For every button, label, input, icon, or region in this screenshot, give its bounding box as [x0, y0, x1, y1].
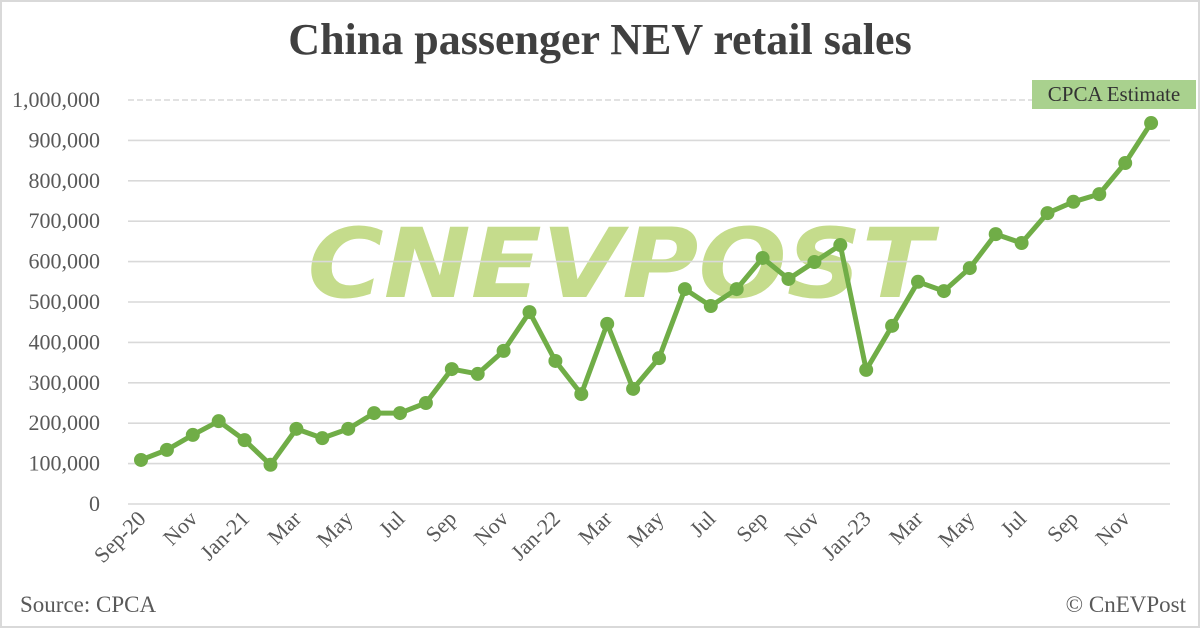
- data-point-marker: [652, 351, 666, 366]
- data-point-marker: [729, 282, 744, 297]
- source-label: Source: CPCA: [20, 592, 157, 617]
- data-point-marker: [962, 261, 977, 276]
- data-point-marker: [574, 387, 589, 402]
- x-tick-label: Jul: [374, 506, 410, 542]
- data-point-marker: [807, 255, 822, 270]
- data-point-marker: [367, 406, 382, 421]
- x-tick-label: Sep: [1042, 506, 1083, 547]
- y-tick-label: 100,000: [29, 451, 101, 476]
- x-tick-label: Nov: [1090, 506, 1134, 550]
- x-tick-label: Jan-22: [506, 506, 565, 565]
- data-point-marker: [1092, 187, 1107, 202]
- x-tick-label: Sep: [731, 506, 772, 547]
- data-point-marker: [341, 421, 356, 436]
- data-point-marker: [289, 421, 304, 436]
- y-axis-labels: 0 100,000 200,000 300,000 400,000 500,000 600,…: [12, 87, 100, 516]
- x-tick-label: May: [312, 506, 358, 552]
- data-point-marker: [393, 406, 407, 421]
- gridlines: [128, 99, 1170, 505]
- x-tick-label: May: [933, 506, 979, 552]
- data-point-marker: [444, 362, 459, 377]
- data-point-marker: [703, 299, 718, 314]
- data-point-marker: [522, 305, 537, 320]
- data-point-marker: [911, 274, 925, 289]
- y-tick-label: 900,000: [29, 127, 101, 152]
- series-line: [140, 121, 1154, 468]
- data-point-marker: [237, 433, 252, 448]
- data-point-marker: [626, 381, 641, 396]
- data-point-marker: [1066, 194, 1081, 209]
- data-point-marker: [885, 318, 900, 333]
- y-tick-label: 800,000: [29, 168, 101, 193]
- data-point-marker: [677, 282, 692, 297]
- y-tick-label: 700,000: [29, 208, 101, 233]
- data-point-marker: [470, 366, 485, 381]
- data-point-marker: [859, 362, 874, 377]
- y-tick-label: 600,000: [29, 249, 101, 274]
- data-point-marker: [211, 414, 226, 429]
- x-tick-label: Nov: [779, 506, 823, 550]
- data-point-marker: [1144, 116, 1159, 131]
- y-tick-label: 500,000: [29, 289, 101, 314]
- data-point-marker: [1014, 236, 1029, 251]
- x-tick-label: Sep: [420, 506, 461, 547]
- data-point-marker: [418, 396, 433, 410]
- data-point-marker: [263, 457, 278, 472]
- x-tick-label: Nov: [158, 506, 202, 550]
- y-tick-label: 1,000,000: [12, 87, 100, 112]
- y-tick-label: 200,000: [29, 410, 101, 435]
- x-tick-label: Jan-23: [817, 506, 876, 565]
- data-point-marker: [185, 427, 200, 442]
- data-point-marker: [134, 452, 148, 467]
- y-tick-label: 400,000: [29, 329, 101, 354]
- data-point-marker: [781, 271, 796, 286]
- copyright-label: © CnEVPost: [1065, 592, 1186, 617]
- x-tick-label: Mar: [884, 505, 928, 549]
- x-tick-label: Jul: [684, 506, 720, 542]
- data-point-marker: [548, 353, 563, 368]
- data-point-marker: [755, 250, 770, 265]
- data-point-marker: [159, 442, 174, 457]
- data-point-marker: [600, 316, 615, 331]
- x-tick-label: May: [622, 506, 668, 552]
- data-point-marker: [1040, 206, 1055, 221]
- y-tick-label: 300,000: [29, 370, 101, 395]
- cpca-estimate-label: CPCA Estimate: [1032, 80, 1196, 109]
- x-tick-label: Jul: [995, 506, 1031, 542]
- x-tick-label: Mar: [262, 505, 306, 549]
- x-tick-label: Nov: [469, 506, 513, 550]
- data-point-marker: [315, 431, 330, 446]
- data-point-marker: [833, 238, 848, 253]
- x-tick-label: Mar: [573, 505, 617, 549]
- y-tick-label: 0: [89, 491, 100, 516]
- x-tick-label: Jan-21: [195, 506, 254, 565]
- data-point-marker: [988, 227, 1003, 242]
- series-nev-retail-sales: [134, 116, 1159, 472]
- data-point-marker: [936, 284, 951, 299]
- chart-title: China passenger NEV retail sales: [288, 15, 912, 64]
- data-point-marker: [496, 343, 511, 358]
- data-point-marker: [1118, 156, 1133, 171]
